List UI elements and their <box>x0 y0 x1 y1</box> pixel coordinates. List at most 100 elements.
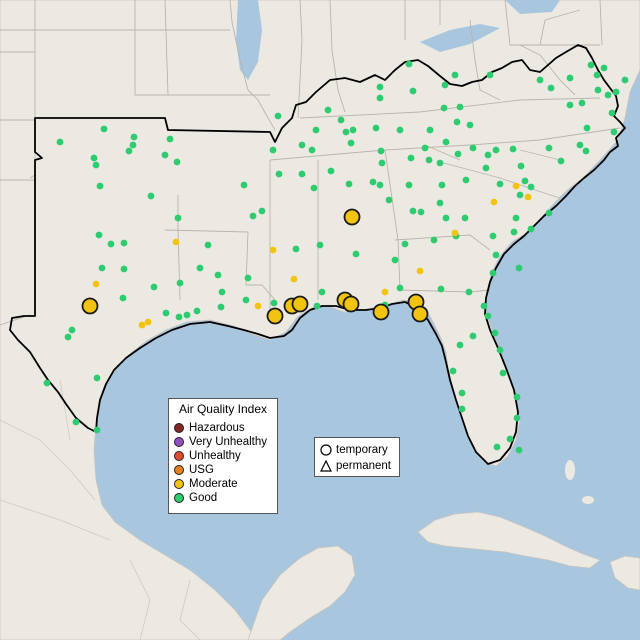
good-site-marker <box>441 81 449 89</box>
good-site-marker <box>417 208 425 216</box>
good-site-marker <box>377 147 385 155</box>
moderate-site-marker <box>416 267 424 275</box>
good-site-marker <box>407 154 415 162</box>
good-site-marker <box>469 144 477 152</box>
good-site-marker <box>566 101 574 109</box>
good-site-marker <box>72 418 80 426</box>
good-site-marker <box>308 146 316 154</box>
good-site-marker <box>621 76 629 84</box>
good-site-marker <box>482 164 490 172</box>
good-site-marker <box>496 346 504 354</box>
good-site-marker <box>385 196 393 204</box>
moderate-temporary-monitor <box>372 303 390 321</box>
moderate-temporary-monitor <box>411 305 429 323</box>
good-site-marker <box>119 294 127 302</box>
good-site-marker <box>298 170 306 178</box>
moderate-swatch <box>174 479 184 489</box>
good-site-marker <box>547 84 555 92</box>
good-site-marker <box>430 236 438 244</box>
aqi-legend-title: Air Quality Index <box>178 402 268 416</box>
good-site-marker <box>440 104 448 112</box>
good-site-marker <box>517 162 525 170</box>
good-site-marker <box>93 374 101 382</box>
good-site-marker <box>92 161 100 169</box>
good-site-marker <box>454 150 462 158</box>
moderate-site-marker <box>172 238 180 246</box>
legend-row-temporary: temporary <box>320 442 388 457</box>
good-site-marker <box>510 228 518 236</box>
good-site-marker <box>462 176 470 184</box>
good-site-marker <box>442 214 450 222</box>
good-site-marker <box>183 311 191 319</box>
moderate-sites-small <box>92 182 532 329</box>
good-site-marker <box>269 146 277 154</box>
good-site-marker <box>396 284 404 292</box>
good-site-marker <box>173 158 181 166</box>
good-site-marker <box>98 264 106 272</box>
good-site-marker <box>313 302 321 310</box>
moderate-site-marker <box>92 280 100 288</box>
lake-ontario <box>505 0 560 14</box>
good-site-marker <box>120 265 128 273</box>
good-site-marker <box>316 241 324 249</box>
good-site-marker <box>512 214 520 222</box>
good-site-marker <box>100 125 108 133</box>
good-site-marker <box>425 156 433 164</box>
legend-row-moderate: Moderate <box>174 477 238 491</box>
good-site-marker <box>409 87 417 95</box>
good-site-marker <box>513 393 521 401</box>
good-site-marker <box>166 135 174 143</box>
good-site-marker <box>96 182 104 190</box>
good-site-marker <box>90 154 98 162</box>
good-site-marker <box>484 312 492 320</box>
legend-label-very-unhealthy: Very Unhealthy <box>189 436 267 448</box>
good-site-marker <box>527 225 535 233</box>
moderate-site-marker <box>381 288 389 296</box>
good-site-marker <box>527 183 535 191</box>
good-site-marker <box>436 199 444 207</box>
moderate-site-marker <box>512 182 520 190</box>
good-site-marker <box>421 144 429 152</box>
good-site-marker <box>56 138 64 146</box>
unhealthy-swatch <box>174 451 184 461</box>
good-site-marker <box>376 181 384 189</box>
good-site-marker <box>125 147 133 155</box>
good-site-marker <box>196 264 204 272</box>
good-site-marker <box>376 83 384 91</box>
good-site-marker <box>593 71 601 79</box>
good-site-marker <box>218 288 226 296</box>
region-outline <box>9 44 626 465</box>
mexico-borders <box>0 379 201 640</box>
good-site-marker <box>576 141 584 149</box>
land-bahamas-2 <box>582 496 594 504</box>
good-site-marker <box>486 71 494 79</box>
good-site-marker <box>396 126 404 134</box>
legend-row-hazardous: Hazardous <box>174 421 245 435</box>
good-site-marker <box>174 214 182 222</box>
good-site-marker <box>578 99 586 107</box>
good-site-marker <box>451 71 459 79</box>
good-site-marker <box>458 389 466 397</box>
moderate-temporary-monitor <box>266 307 284 325</box>
good-site-marker <box>456 103 464 111</box>
good-site-marker <box>64 333 72 341</box>
good-site-marker <box>372 124 380 132</box>
good-site-marker <box>557 157 565 165</box>
good-site-marker <box>489 269 497 277</box>
good-site-marker <box>161 151 169 159</box>
legend-label-permanent: permanent <box>336 459 391 472</box>
good-site-marker <box>545 144 553 152</box>
good-site-marker <box>369 178 377 186</box>
good-site-marker <box>274 112 282 120</box>
good-site-marker <box>318 288 326 296</box>
moderate-temporary-monitor <box>342 295 360 313</box>
moderate-temporary-monitor <box>81 297 99 315</box>
good-site-marker <box>594 86 602 94</box>
good-site-marker <box>312 126 320 134</box>
good-site-marker <box>147 192 155 200</box>
legend-label-usg: USG <box>189 464 214 476</box>
good-site-marker <box>120 239 128 247</box>
good-site-marker <box>150 283 158 291</box>
good-site-marker <box>499 369 507 377</box>
good-site-marker <box>493 443 501 451</box>
